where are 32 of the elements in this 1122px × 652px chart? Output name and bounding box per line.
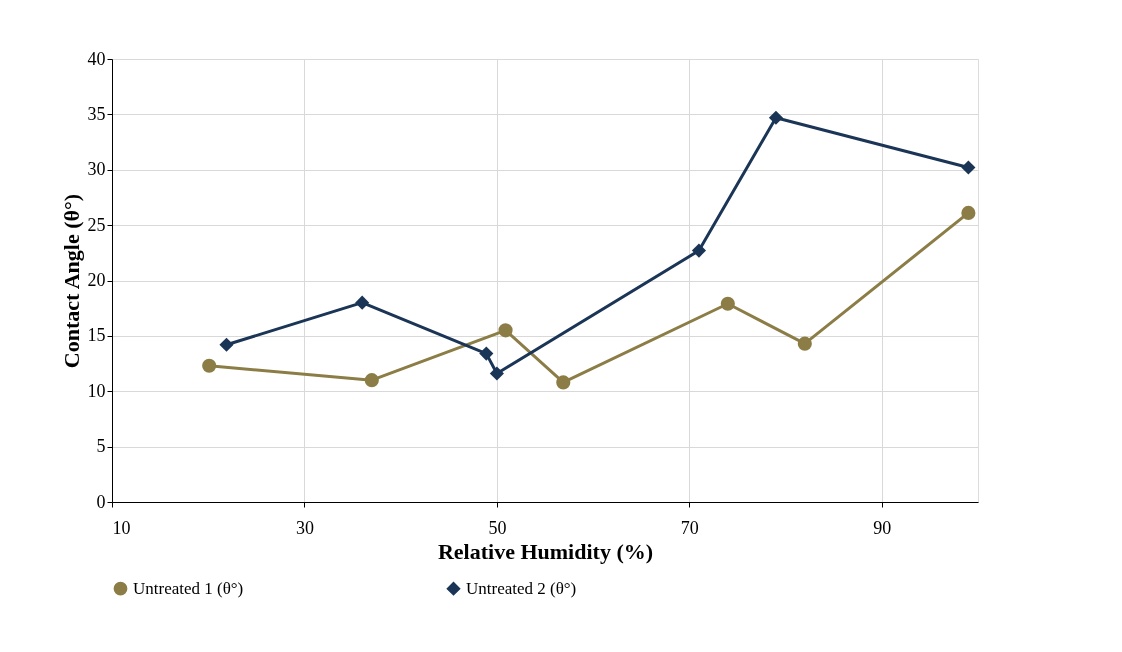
x-tick-label: 90 xyxy=(873,517,892,538)
x-tick-label: 50 xyxy=(488,517,507,538)
point xyxy=(498,323,513,338)
legend-label: Untreated 1 (θ°) xyxy=(133,578,244,598)
point xyxy=(961,205,976,220)
point xyxy=(479,346,494,361)
point xyxy=(961,160,976,175)
y-tick-label: 15 xyxy=(87,325,106,346)
y-tick-label: 40 xyxy=(87,48,106,69)
y-tick-label: 30 xyxy=(87,159,106,180)
y-tick-label: 25 xyxy=(87,214,106,235)
x-tick-label: 70 xyxy=(680,517,699,538)
point xyxy=(691,243,707,258)
point xyxy=(720,296,735,311)
y-tick-label: 5 xyxy=(96,436,106,457)
point xyxy=(768,110,783,125)
point xyxy=(556,375,571,390)
point xyxy=(489,366,504,381)
x-axis-title: Relative Humidity (%) xyxy=(437,538,654,564)
point xyxy=(202,358,217,373)
y-tick-label: 20 xyxy=(87,270,106,290)
point xyxy=(219,337,234,352)
point xyxy=(364,373,379,388)
y-tick-label: 10 xyxy=(87,380,106,401)
y-tick-label: 35 xyxy=(87,103,106,124)
y-tick-label: 0 xyxy=(96,491,106,512)
x-tick-label: 10 xyxy=(112,517,131,538)
point xyxy=(355,295,370,310)
y-axis-title: Contact Angle (θ°) xyxy=(58,193,84,369)
x-tick-label: 30 xyxy=(295,517,314,538)
legend-label: Untreated 2 (θ°) xyxy=(466,578,577,598)
point xyxy=(797,336,812,351)
